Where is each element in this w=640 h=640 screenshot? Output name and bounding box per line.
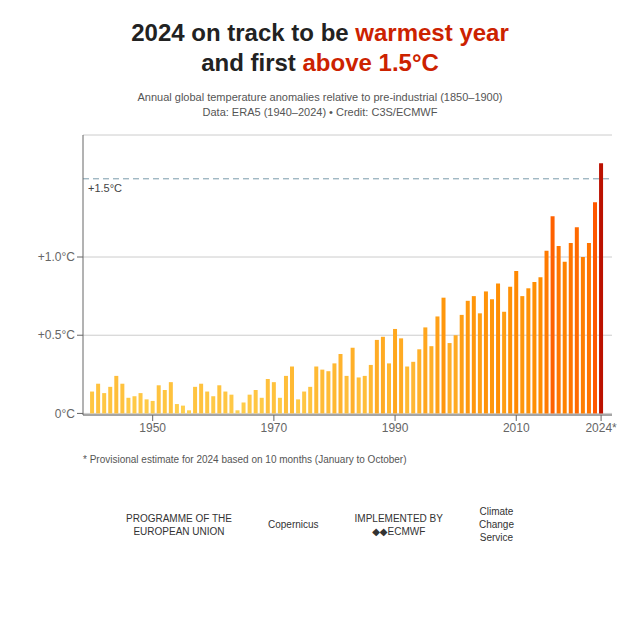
svg-text:0°C: 0°C <box>55 407 75 421</box>
svg-text:2024*: 2024* <box>585 421 617 435</box>
svg-text:+0.5°C: +0.5°C <box>38 328 75 342</box>
html-text:PROGRAMME OF THE: PROGRAMME OF THE <box>126 512 232 524</box>
html-text:and first above 1.5°C: and first above 1.5°C <box>201 49 439 76</box>
html-text:Copernicus: Copernicus <box>268 519 319 530</box>
svg-text:1970: 1970 <box>261 421 288 435</box>
html-text:Change: Change <box>478 519 514 530</box>
html-text:Climate: Climate <box>479 506 514 517</box>
svg-text:2010: 2010 <box>503 421 530 435</box>
svg-text:+1.5°C: +1.5°C <box>88 182 122 194</box>
html-text:EUROPEAN UNION: EUROPEAN UNION <box>133 525 225 537</box>
html-text:2024 on track to be warmest ye: 2024 on track to be warmest year <box>131 19 509 46</box>
html-text:◆◆ECMWF: ◆◆ECMWF <box>372 525 426 537</box>
html-text:Service: Service <box>479 532 514 543</box>
html-text:* Provisional estimate for 202: * Provisional estimate for 2024 based on… <box>83 454 407 465</box>
html-text:Annual global temperature anom: Annual global temperature anomalies rela… <box>137 91 503 103</box>
svg-text:1990: 1990 <box>382 421 409 435</box>
html-text:IMPLEMENTED BY: IMPLEMENTED BY <box>354 512 443 524</box>
svg-text:+1.0°C: +1.0°C <box>38 250 75 264</box>
svg-text:1950: 1950 <box>139 421 166 435</box>
html-text:Data: ERA5 (1940–2024) • Credi: Data: ERA5 (1940–2024) • Credit: C3S/ECM… <box>202 106 438 118</box>
